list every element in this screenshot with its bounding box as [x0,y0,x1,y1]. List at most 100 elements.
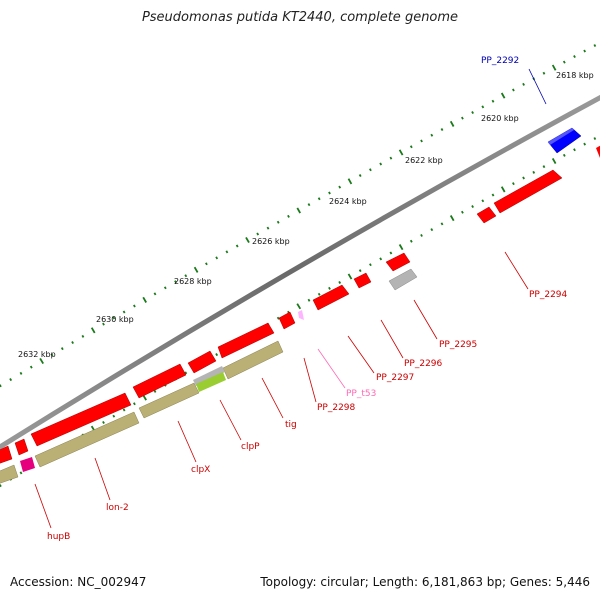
outer-scale-minor-tick [420,139,423,143]
outer-scale-minor-tick [409,145,413,149]
inner-scale-minor-tick [112,414,116,418]
outer-scale-minor-tick [317,197,321,201]
inner-scale-major-tick [500,186,506,193]
inner-scale-minor-tick [491,193,495,197]
gene-leftmost[interactable] [0,445,13,465]
label-PP_2298: PP_2298 [317,403,356,413]
outer-scale-minor-tick [174,280,177,284]
inner-scale-minor-tick [379,257,383,261]
gene-clpX-cds[interactable] [132,363,187,399]
outer-scale-minor-tick [379,162,383,166]
outer-scale-minor-tick [369,168,372,172]
label-PP_2296: PP_2296 [404,359,443,369]
label-lon-2: lon-2 [106,503,129,513]
outer-scale-minor-tick [440,128,444,132]
inner-scale-major-tick [347,273,353,280]
outer-scale-minor-tick [276,220,280,224]
outer-scale-minor-tick [512,88,515,92]
gene-hupB-cds[interactable] [14,438,29,456]
inner-scale-minor-tick [420,233,423,237]
outer-scale-major-tick [90,327,96,334]
tick-label-2620: 2620 kbp [481,114,519,123]
inner-scale-minor-tick [276,316,280,320]
inner-scale-minor-tick [389,251,393,255]
gene-lon-2-cds[interactable] [30,392,132,447]
outer-scale-dots [0,44,597,388]
outer-scale-minor-tick [522,82,525,86]
outer-scale-minor-tick [184,274,188,278]
label-clpP: clpP [241,442,260,452]
label-hupB: hupB [47,532,70,542]
label-clpX: clpX [191,465,210,475]
outer-scale-minor-tick [389,156,393,160]
outer-scale-minor-tick [122,310,126,314]
gene-PP_2295-pseudo[interactable] [388,268,418,291]
gene-clpP-cds[interactable] [187,350,217,374]
outer-scale-minor-tick [491,99,495,103]
orf-clpP-grey[interactable] [193,366,225,386]
outer-scale-minor-tick [225,250,229,254]
outer-scale-minor-tick [50,353,54,357]
inner-scale-minor-tick [542,165,546,169]
orf-clpX[interactable] [138,382,200,419]
outer-scale-major-tick [347,178,353,185]
inner-scale-minor-tick [19,471,23,475]
outer-scale-minor-tick [133,304,136,308]
outer-scale-minor-tick [358,174,362,178]
gene-tig-cds[interactable] [217,322,275,359]
outer-scale-minor-tick [573,55,576,59]
inner-scale-minor-tick [583,142,586,146]
tick-label-2618: 2618 kbp [556,71,594,80]
inner-scale-minor-tick [562,153,566,157]
backbone-arc [0,94,600,450]
outer-scale-major-tick [245,236,250,244]
outer-scale-minor-tick [256,232,260,236]
tick-label-2624: 2624 kbp [329,197,367,206]
inner-scale-minor-tick [215,353,219,357]
outer-scale-minor-tick [461,116,464,120]
inner-scale-minor-tick [307,298,311,302]
outer-scale-major-tick [296,207,301,214]
inner-scale-major-tick [551,157,557,165]
inner-scale-minor-tick [593,137,597,141]
gene-PP_t53-trna[interactable] [298,310,304,320]
gene-PP_2298-cds[interactable] [278,311,296,330]
inner-scale-minor-tick [430,228,434,232]
outer-scale-minor-tick [583,49,586,53]
outer-scale-minor-tick [71,341,74,345]
outer-scale-minor-tick [102,322,105,326]
label-PP_2297: PP_2297 [376,373,414,383]
gene-right-edge[interactable] [596,143,600,158]
outer-scale-major-tick [500,92,506,99]
gene-hupB-marker[interactable] [20,457,35,472]
accession-text: Accession: NC_002947 [10,575,147,589]
inner-scale-minor-tick [317,292,321,296]
outer-scale-minor-tick [328,191,331,195]
inner-scale-minor-tick [358,269,362,273]
tick-label-2628: 2628 kbp [174,277,212,286]
inner-scale-minor-tick [122,408,126,412]
outer-scale-minor-tick [9,378,13,382]
orf-track [0,340,284,485]
gene-PP_2296-cds[interactable] [353,272,372,289]
gene-PP_2295-cds[interactable] [385,252,411,272]
inner-scale-minor-tick [512,182,515,186]
outer-scale-minor-tick [481,105,485,109]
gene-PP_2294-cds[interactable] [493,169,563,214]
outer-scale-minor-tick [60,347,64,351]
inner-scale-minor-tick [102,420,105,424]
gene-PP_2297-cds[interactable] [312,284,350,311]
inner-scale-minor-tick [369,263,372,267]
orf-leftmost[interactable] [0,464,19,485]
orf-lon-2[interactable] [34,411,140,468]
orf-clpP-green[interactable] [196,372,226,392]
inner-scale-minor-tick [133,402,136,406]
inner-scale-minor-tick [184,371,188,375]
inner-scale-minor-tick [328,286,331,290]
outer-scale-major-tick [551,64,557,71]
inner-scale-minor-tick [409,239,413,243]
outer-scale-minor-tick [307,203,311,207]
orf-tig[interactable] [222,340,284,380]
inner-scale-minor-tick [471,205,474,209]
